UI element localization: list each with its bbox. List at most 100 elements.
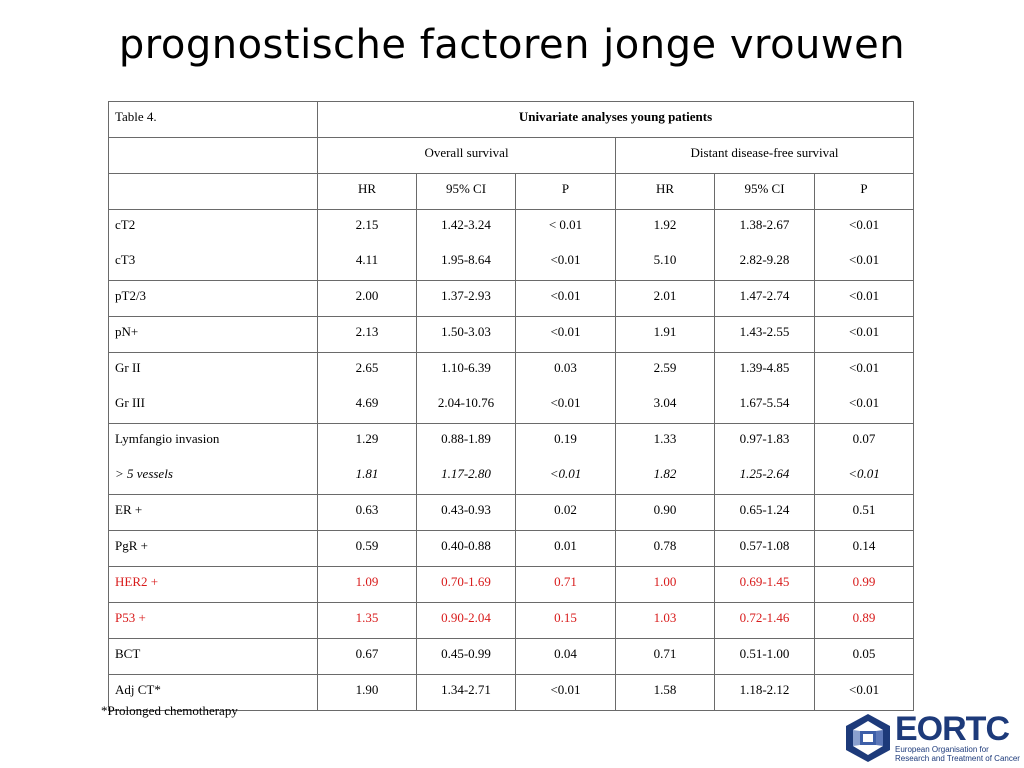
cell-value: 1.35: [355, 610, 379, 625]
cell-value: 1.95-8.64: [441, 252, 491, 267]
value-cell: 2.59 3.04: [615, 352, 715, 424]
cell-value: 5.10: [653, 252, 677, 267]
row-label-cell: pT2/3: [108, 280, 318, 317]
cell-value: 1.34-2.71: [441, 682, 491, 697]
cell-value: 0.03: [554, 360, 577, 375]
eortc-logo: EORTC European Organisation for Research…: [843, 710, 1023, 766]
cell-value: 0.88-1.89: [441, 431, 491, 446]
value-cell: 0.72-1.46: [714, 602, 815, 639]
row-label: cT2: [115, 217, 136, 232]
cell-value: 1.17-2.80: [441, 466, 491, 481]
empty-cell: [108, 137, 318, 174]
cell-value: 0.90: [653, 502, 677, 517]
row-label: ER +: [115, 502, 143, 517]
value-cell: 0.71: [615, 638, 715, 675]
table-row: Gr II Gr III 2.65 4.69 1.10-6.39 2.04-10.76 0.…: [108, 352, 915, 424]
table-row: ER + 0.63 0.43-0.93 0.02 0.90 0.65-1.24 0.51: [108, 494, 915, 531]
cell-value: 0.40-0.88: [441, 538, 491, 553]
cell-value: 0.63: [355, 502, 379, 517]
table-caption: Table 4.: [115, 109, 157, 124]
value-cell: 1.58: [615, 674, 715, 711]
cell-value: <0.01: [848, 288, 880, 303]
value-cell: 0.90-2.04: [416, 602, 516, 639]
cell-value: < 0.01: [548, 217, 583, 232]
empty-cell: [108, 173, 318, 210]
value-cell: <0.01: [813, 316, 915, 353]
cell-value: <0.01: [549, 466, 582, 481]
value-cell: <0.01 <0.01: [813, 209, 915, 281]
cell-value: 0.14: [852, 538, 876, 553]
value-cell: 0.43-0.93: [416, 494, 516, 531]
cell-value: 4.69: [355, 395, 379, 410]
value-cell: 2.00: [317, 280, 417, 317]
cell-value: 1.50-3.03: [441, 324, 491, 339]
value-cell: 0.69-1.45: [714, 566, 815, 603]
cell-value: 1.92: [653, 217, 677, 232]
cell-value: 0.89: [852, 610, 876, 625]
value-cell: 0.70-1.69: [416, 566, 516, 603]
cell-value: 0.43-0.93: [441, 502, 491, 517]
cell-value: 0.67: [355, 646, 379, 661]
cell-value: 1.91: [653, 324, 677, 339]
cell-value: 2.82-9.28: [739, 252, 790, 267]
cell-value: 1.09: [355, 574, 379, 589]
value-cell: 1.03: [615, 602, 715, 639]
value-cell: 0.65-1.24: [714, 494, 815, 531]
value-cell: 1.38-2.67 2.82-9.28: [714, 209, 815, 281]
cell-value: 1.18-2.12: [739, 682, 790, 697]
row-label: PgR +: [115, 538, 148, 553]
footnote: *Prolonged chemotherapy: [101, 703, 238, 718]
eortc-wordmark: EORTC: [895, 710, 1010, 748]
value-cell: 0.40-0.88: [416, 530, 516, 567]
univariate-table: Table 4. Univariate analyses young patie…: [108, 101, 915, 711]
value-cell: 0.15: [515, 602, 616, 639]
value-cell: 2.13: [317, 316, 417, 353]
cell-value: 0.69-1.45: [739, 574, 790, 589]
cell-value: 1.43-2.55: [739, 324, 790, 339]
row-label-cell: cT2 cT3: [108, 209, 318, 281]
table-row: Adj CT* 1.90 1.34-2.71 <0.01 1.58 1.18-2.12 <0…: [108, 674, 915, 711]
header-row-3: HR 95% CI P HR 95% CI P: [108, 173, 915, 210]
value-cell: 0.67: [317, 638, 417, 675]
cell-value: 2.59: [653, 360, 677, 375]
value-cell: 0.45-0.99: [416, 638, 516, 675]
cell-value: 0.15: [554, 610, 577, 625]
value-cell: 1.10-6.39 2.04-10.76: [416, 352, 516, 424]
value-cell: 0.90: [615, 494, 715, 531]
cell-value: 2.00: [355, 288, 379, 303]
value-cell: 1.35: [317, 602, 417, 639]
eortc-subtitle: European Organisation for Research and T…: [895, 745, 1020, 763]
cell-value: 0.51-1.00: [739, 646, 790, 661]
cell-value: 1.81: [355, 466, 379, 481]
cell-value: 0.07: [852, 431, 876, 446]
cell-value: 1.29: [355, 431, 379, 446]
value-cell: 0.71: [515, 566, 616, 603]
cell-value: 1.38-2.67: [739, 217, 790, 232]
value-cell: 0.99: [813, 566, 915, 603]
value-cell: 0.97-1.83 1.25-2.64: [714, 423, 815, 495]
cell-value: 1.10-6.39: [441, 360, 491, 375]
cell-value: 0.02: [554, 502, 577, 517]
row-label: Lymfangio invasion: [115, 431, 220, 446]
col-header: 95% CI: [416, 173, 516, 210]
col-header: P: [813, 173, 915, 210]
table-heading: Univariate analyses young patients: [518, 109, 713, 124]
value-cell: 0.89: [813, 602, 915, 639]
value-cell: <0.01: [813, 674, 915, 711]
table-caption-cell: Table 4.: [108, 101, 318, 138]
group-overall-survival: Overall survival: [317, 137, 616, 174]
value-cell: 1.33 1.82: [615, 423, 715, 495]
value-cell: 0.78: [615, 530, 715, 567]
row-label: cT3: [115, 252, 136, 267]
row-label-cell: BCT: [108, 638, 318, 675]
value-cell: 1.29 1.81: [317, 423, 417, 495]
value-cell: 1.90: [317, 674, 417, 711]
cell-value: 2.65: [355, 360, 379, 375]
table-body: cT2 cT3 2.15 4.11 1.42-3.24 1.95-8.64 < 0.01 <0…: [108, 209, 915, 711]
cell-value: 0.59: [355, 538, 379, 553]
header-row-1: Table 4. Univariate analyses young patie…: [108, 101, 915, 138]
cell-value: 1.47-2.74: [739, 288, 790, 303]
value-cell: <0.01: [515, 674, 616, 711]
table-row: pT2/3 2.00 1.37-2.93 <0.01 2.01 1.47-2.74 <0.0…: [108, 280, 915, 317]
value-cell: 0.03 <0.01: [515, 352, 616, 424]
